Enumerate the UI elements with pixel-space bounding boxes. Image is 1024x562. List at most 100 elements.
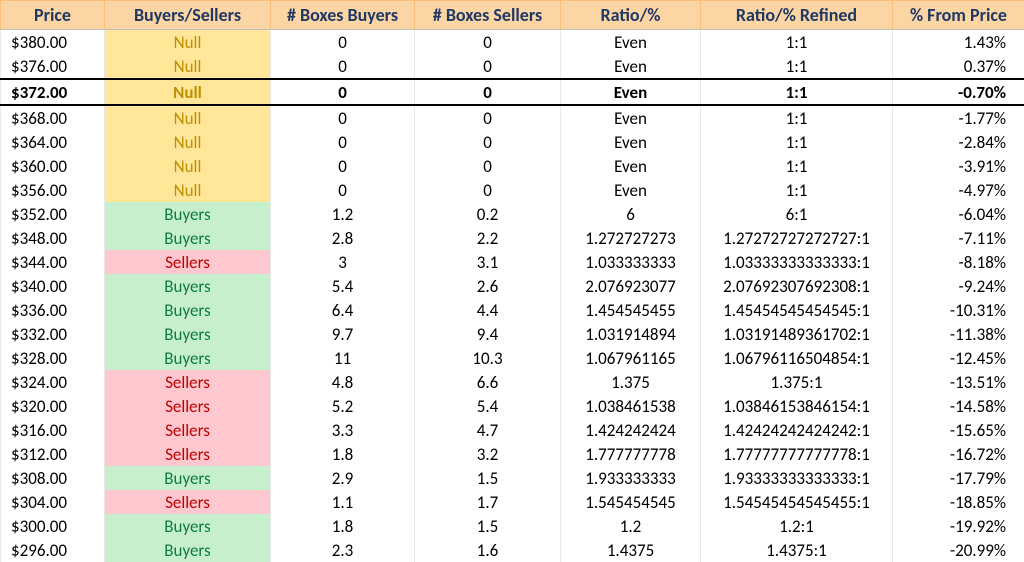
cell-price[interactable]: $300.00 [1, 514, 105, 538]
cell-refined[interactable]: 1:1 [701, 54, 893, 79]
cell-ns[interactable]: 0 [415, 178, 561, 202]
cell-pct[interactable]: -14.58% [893, 394, 1024, 418]
cell-refined[interactable]: 1.03333333333333:1 [701, 250, 893, 274]
cell-refined[interactable]: 1:1 [701, 130, 893, 154]
cell-nb[interactable]: 11 [271, 346, 415, 370]
table-row[interactable]: $332.00Buyers9.79.41.0319148941.03191489… [1, 322, 1024, 346]
cell-pct[interactable]: -19.92% [893, 514, 1024, 538]
cell-ns[interactable]: 5.4 [415, 394, 561, 418]
col-header-ratio[interactable]: Ratio/% [561, 1, 701, 30]
cell-nb[interactable]: 4.8 [271, 370, 415, 394]
cell-nb[interactable]: 0 [271, 79, 415, 105]
cell-pct[interactable]: -7.11% [893, 226, 1024, 250]
cell-ns[interactable]: 0.2 [415, 202, 561, 226]
cell-pct[interactable]: -6.04% [893, 202, 1024, 226]
cell-bs[interactable]: Buyers [105, 202, 271, 226]
cell-refined[interactable]: 1:1 [701, 105, 893, 130]
table-row[interactable]: $312.00Sellers1.83.21.7777777781.7777777… [1, 442, 1024, 466]
table-row[interactable]: $308.00Buyers2.91.51.9333333331.93333333… [1, 466, 1024, 490]
table-row[interactable]: $296.00Buyers2.31.61.43751.4375:1-20.99% [1, 538, 1024, 562]
cell-price[interactable]: $328.00 [1, 346, 105, 370]
cell-price[interactable]: $312.00 [1, 442, 105, 466]
cell-pct[interactable]: -17.79% [893, 466, 1024, 490]
cell-nb[interactable]: 1.1 [271, 490, 415, 514]
cell-pct[interactable]: -16.72% [893, 442, 1024, 466]
cell-bs[interactable]: Buyers [105, 226, 271, 250]
table-row[interactable]: $304.00Sellers1.11.71.5454545451.5454545… [1, 490, 1024, 514]
cell-nb[interactable]: 0 [271, 130, 415, 154]
cell-bs[interactable]: Buyers [105, 322, 271, 346]
cell-refined[interactable]: 1.93333333333333:1 [701, 466, 893, 490]
cell-ns[interactable]: 6.6 [415, 370, 561, 394]
cell-ns[interactable]: 0 [415, 30, 561, 55]
cell-bs[interactable]: Null [105, 130, 271, 154]
cell-ns[interactable]: 2.6 [415, 274, 561, 298]
table-row[interactable]: $336.00Buyers6.44.41.4545454551.45454545… [1, 298, 1024, 322]
cell-ratio[interactable]: 1.777777778 [561, 442, 701, 466]
cell-pct[interactable]: -4.97% [893, 178, 1024, 202]
cell-ratio[interactable]: Even [561, 178, 701, 202]
cell-ns[interactable]: 0 [415, 130, 561, 154]
cell-ratio[interactable]: 1.2 [561, 514, 701, 538]
cell-ns[interactable]: 4.4 [415, 298, 561, 322]
cell-pct[interactable]: -9.24% [893, 274, 1024, 298]
col-header-ns[interactable]: # Boxes Sellers [415, 1, 561, 30]
cell-ratio[interactable]: Even [561, 105, 701, 130]
table-row[interactable]: $368.00Null00Even1:1-1.77% [1, 105, 1024, 130]
cell-ratio[interactable]: 2.076923077 [561, 274, 701, 298]
table-row[interactable]: $328.00Buyers1110.31.0679611651.06796116… [1, 346, 1024, 370]
cell-ratio[interactable]: Even [561, 79, 701, 105]
cell-nb[interactable]: 9.7 [271, 322, 415, 346]
cell-bs[interactable]: Sellers [105, 490, 271, 514]
col-header-pct[interactable]: % From Price [893, 1, 1024, 30]
cell-ns[interactable]: 1.6 [415, 538, 561, 562]
cell-bs[interactable]: Buyers [105, 538, 271, 562]
cell-bs[interactable]: Buyers [105, 298, 271, 322]
cell-nb[interactable]: 3.3 [271, 418, 415, 442]
cell-refined[interactable]: 1.375:1 [701, 370, 893, 394]
cell-ns[interactable]: 1.7 [415, 490, 561, 514]
cell-ns[interactable]: 3.2 [415, 442, 561, 466]
cell-bs[interactable]: Buyers [105, 346, 271, 370]
cell-nb[interactable]: 0 [271, 154, 415, 178]
cell-ratio[interactable]: Even [561, 130, 701, 154]
cell-ratio[interactable]: 1.545454545 [561, 490, 701, 514]
cell-pct[interactable]: -20.99% [893, 538, 1024, 562]
cell-nb[interactable]: 1.8 [271, 514, 415, 538]
cell-bs[interactable]: Buyers [105, 466, 271, 490]
cell-ratio[interactable]: 1.375 [561, 370, 701, 394]
cell-ratio[interactable]: 1.033333333 [561, 250, 701, 274]
table-row[interactable]: $344.00Sellers33.11.0333333331.033333333… [1, 250, 1024, 274]
col-header-bs[interactable]: Buyers/Sellers [105, 1, 271, 30]
cell-ratio[interactable]: Even [561, 30, 701, 55]
cell-nb[interactable]: 0 [271, 30, 415, 55]
table-row[interactable]: $376.00Null00Even1:10.37% [1, 54, 1024, 79]
cell-ns[interactable]: 9.4 [415, 322, 561, 346]
cell-ns[interactable]: 4.7 [415, 418, 561, 442]
cell-price[interactable]: $340.00 [1, 274, 105, 298]
cell-ratio[interactable]: 1.067961165 [561, 346, 701, 370]
cell-bs[interactable]: Sellers [105, 418, 271, 442]
table-row[interactable]: $372.00Null00Even1:1-0.70% [1, 79, 1024, 105]
cell-price[interactable]: $372.00 [1, 79, 105, 105]
cell-bs[interactable]: Sellers [105, 442, 271, 466]
cell-pct[interactable]: -12.45% [893, 346, 1024, 370]
cell-refined[interactable]: 1.42424242424242:1 [701, 418, 893, 442]
cell-refined[interactable]: 1.45454545454545:1 [701, 298, 893, 322]
cell-price[interactable]: $336.00 [1, 298, 105, 322]
cell-price[interactable]: $316.00 [1, 418, 105, 442]
cell-ratio[interactable]: 1.4375 [561, 538, 701, 562]
cell-nb[interactable]: 1.2 [271, 202, 415, 226]
cell-bs[interactable]: Null [105, 79, 271, 105]
cell-ratio[interactable]: 1.454545455 [561, 298, 701, 322]
cell-pct[interactable]: -3.91% [893, 154, 1024, 178]
table-row[interactable]: $340.00Buyers5.42.62.0769230772.07692307… [1, 274, 1024, 298]
cell-pct[interactable]: -15.65% [893, 418, 1024, 442]
cell-price[interactable]: $332.00 [1, 322, 105, 346]
cell-ratio[interactable]: 1.031914894 [561, 322, 701, 346]
cell-price[interactable]: $304.00 [1, 490, 105, 514]
cell-bs[interactable]: Sellers [105, 370, 271, 394]
col-header-nb[interactable]: # Boxes Buyers [271, 1, 415, 30]
cell-nb[interactable]: 6.4 [271, 298, 415, 322]
table-row[interactable]: $300.00Buyers1.81.51.21.2:1-19.92% [1, 514, 1024, 538]
